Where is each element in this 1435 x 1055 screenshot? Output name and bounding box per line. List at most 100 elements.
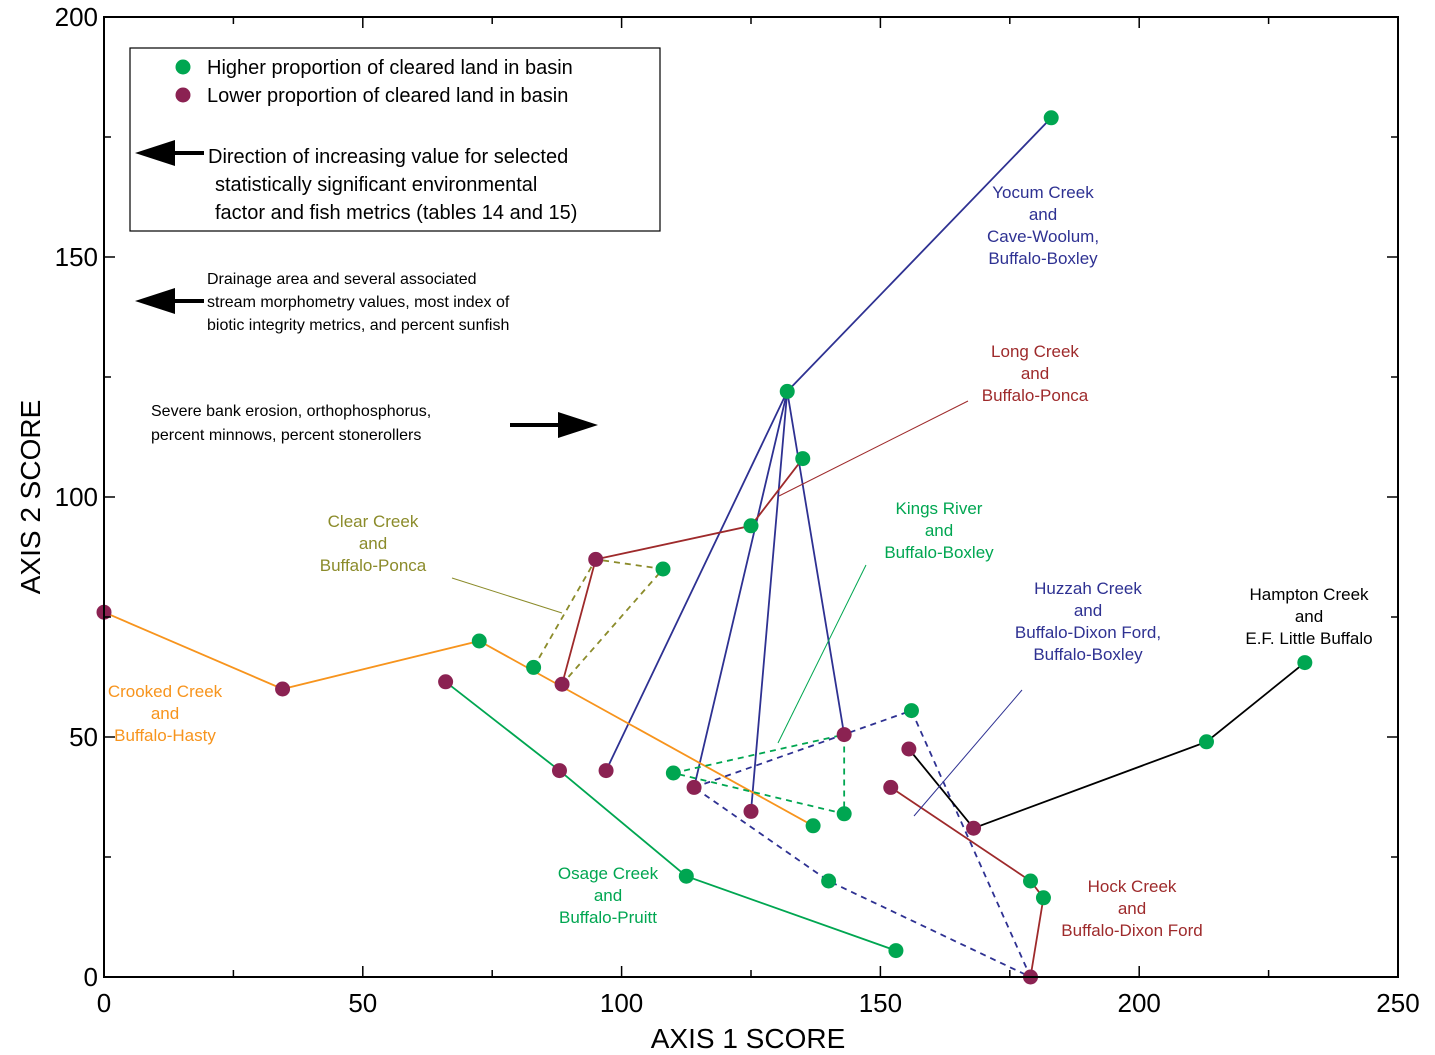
group-label-line: and: [1118, 899, 1146, 918]
series-connector-line: [445, 681, 897, 952]
legend-arrow-text-line2: statistically significant environmental: [215, 174, 537, 196]
x-tick-label: 150: [859, 988, 902, 1018]
axis-ticks: 0 50 100 150 200 250 0 50 100 150 200: [55, 2, 1420, 1018]
group-label-line: Buffalo-Dixon Ford: [1061, 921, 1202, 940]
group-label-line: Crooked Creek: [108, 682, 223, 701]
group-label-line: Buffalo-Ponca: [982, 386, 1089, 405]
group-label-line: Buffalo-Boxley: [884, 543, 994, 562]
group-label-line: and: [925, 521, 953, 540]
series-connector-line: [532, 558, 665, 685]
series-connector-line: [908, 661, 1306, 830]
series-connector-line: [786, 117, 1052, 393]
group-label-line: Huzzah Creek: [1034, 579, 1142, 598]
group-label-line: Buffalo-Ponca: [320, 556, 427, 575]
group-label-line: Hampton Creek: [1249, 585, 1369, 604]
data-point-higher-cleared: [779, 383, 795, 399]
data-point-lower-cleared: [883, 779, 899, 795]
group-label-line: and: [594, 886, 622, 905]
annotation-right-line1: Severe bank erosion, orthophosphorus,: [151, 403, 431, 420]
data-point-higher-cleared: [795, 451, 811, 467]
data-point-lower-cleared: [836, 727, 852, 743]
data-point-higher-cleared: [903, 703, 919, 719]
annotation-right-line2: percent minnows, percent stonerollers: [151, 427, 421, 444]
x-tick-label: 100: [600, 988, 643, 1018]
data-point-lower-cleared: [966, 820, 982, 836]
data-point-lower-cleared: [554, 676, 570, 692]
data-point-higher-cleared: [678, 868, 694, 884]
group-label-line: Clear Creek: [328, 512, 419, 531]
legend-box: [129, 47, 661, 232]
data-point-lower-cleared: [686, 779, 702, 795]
group-label-line: Cave-Woolum,: [987, 227, 1099, 246]
data-points: [96, 110, 1313, 985]
data-point-higher-cleared: [743, 518, 759, 534]
annotation-left-line2: stream morphometry values, most index of: [207, 294, 510, 311]
data-point-lower-cleared: [588, 551, 604, 567]
data-point-higher-cleared: [1043, 110, 1059, 126]
group-label-line: Buffalo-Hasty: [114, 726, 216, 745]
label-leader-lines: [451, 400, 1023, 817]
group-label-line: Yocum Creek: [992, 183, 1094, 202]
connector-lines: [103, 117, 1306, 979]
legend-arrow-text-line3: factor and fish metrics (tables 14 and 1…: [215, 202, 577, 224]
data-point-lower-cleared: [438, 674, 454, 690]
group-label-line: and: [151, 704, 179, 723]
right-arrow-icon: [558, 412, 598, 438]
legend-marker-lower: [175, 87, 191, 103]
left-arrow-icon: [135, 140, 204, 166]
data-point-higher-cleared: [888, 943, 904, 959]
group-label-line: Osage Creek: [558, 864, 659, 883]
series-connector-line: [103, 611, 814, 827]
label-leader-line: [778, 400, 969, 497]
data-point-higher-cleared: [655, 561, 671, 577]
data-point-lower-cleared: [275, 681, 291, 697]
group-label-line: and: [1029, 205, 1057, 224]
data-point-higher-cleared: [1198, 734, 1214, 750]
label-leader-line: [777, 564, 867, 744]
legend-marker-higher: [175, 59, 191, 75]
annotation-right-arrow: Severe bank erosion, orthophosphorus, pe…: [151, 403, 598, 444]
series-connector-line: [693, 709, 1033, 979]
legend: Higher proportion of cleared land in bas…: [129, 47, 661, 232]
data-point-higher-cleared: [526, 659, 542, 675]
y-tick-label: 0: [84, 962, 98, 992]
group-label-line: E.F. Little Buffalo: [1245, 629, 1372, 648]
group-label-line: Hock Creek: [1088, 877, 1177, 896]
x-tick-label: 50: [348, 988, 377, 1018]
y-tick-label: 100: [55, 482, 98, 512]
label-leader-line: [451, 577, 563, 614]
x-tick-label: 250: [1376, 988, 1419, 1018]
group-label-line: and: [359, 534, 387, 553]
data-point-higher-cleared: [471, 633, 487, 649]
group-label-line: Buffalo-Boxley: [988, 249, 1098, 268]
y-axis-title: AXIS 2 SCORE: [15, 400, 46, 595]
group-label-line: and: [1021, 364, 1049, 383]
group-label-line: Buffalo-Boxley: [1033, 645, 1143, 664]
x-tick-label: 0: [97, 988, 111, 1018]
group-label-line: Long Creek: [991, 342, 1079, 361]
data-point-lower-cleared: [551, 763, 567, 779]
data-point-higher-cleared: [1035, 890, 1051, 906]
left-arrow-icon: [135, 288, 175, 314]
group-label-line: Buffalo-Dixon Ford,: [1015, 623, 1161, 642]
series-connector-line: [673, 733, 846, 815]
legend-arrow-text-line1: Direction of increasing value for select…: [208, 146, 568, 168]
legend-label-higher: Higher proportion of cleared land in bas…: [207, 57, 573, 79]
data-point-higher-cleared: [836, 806, 852, 822]
data-point-higher-cleared: [1023, 873, 1039, 889]
annotation-left-line1: Drainage area and several associated: [207, 271, 477, 288]
group-labels: Yocum Creek and Cave-Woolum, Buffalo-Boxley…: [108, 183, 1373, 940]
data-point-higher-cleared: [665, 765, 681, 781]
series-connector-line: [890, 786, 1045, 978]
data-point-lower-cleared: [598, 763, 614, 779]
data-point-higher-cleared: [821, 873, 837, 889]
x-axis-title: AXIS 1 SCORE: [651, 1023, 846, 1054]
data-point-higher-cleared: [805, 818, 821, 834]
group-label-line: and: [1295, 607, 1323, 626]
group-label-line: and: [1074, 601, 1102, 620]
group-label-line: Kings River: [896, 499, 983, 518]
legend-label-lower: Lower proportion of cleared land in basi…: [207, 85, 568, 107]
group-label-line: Buffalo-Pruitt: [559, 908, 657, 927]
series-connector-line: [605, 391, 789, 788]
